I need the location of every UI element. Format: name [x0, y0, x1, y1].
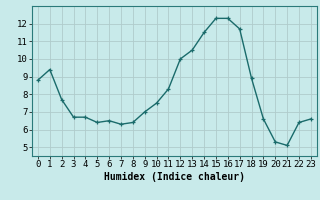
X-axis label: Humidex (Indice chaleur): Humidex (Indice chaleur) [104, 172, 245, 182]
